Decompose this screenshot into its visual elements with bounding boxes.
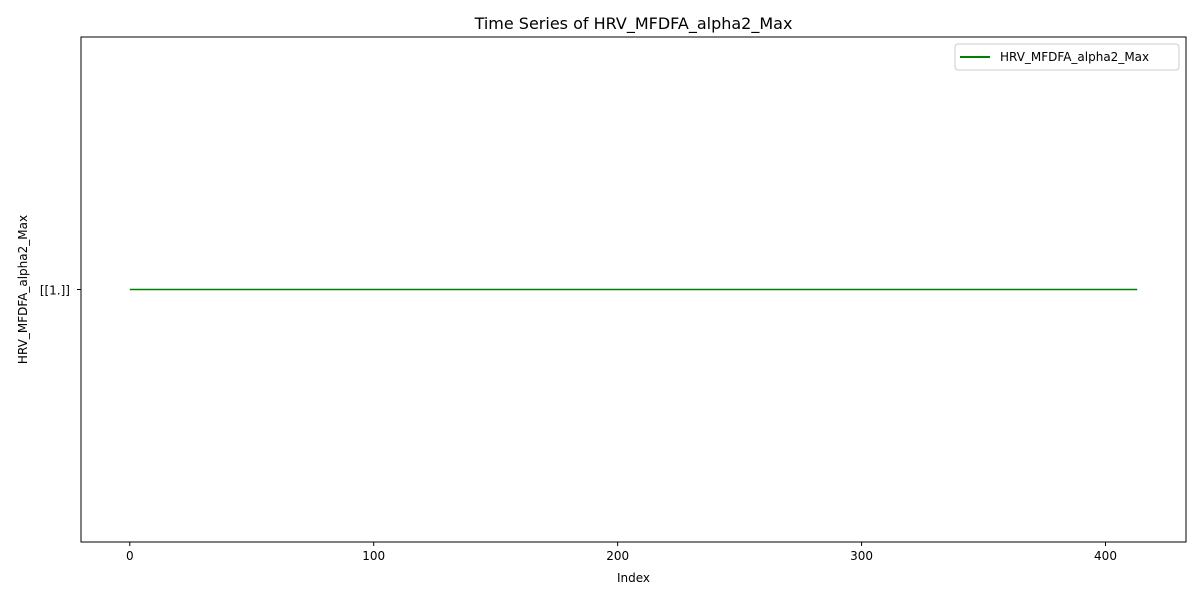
- legend-label: HRV_MFDFA_alpha2_Max: [1000, 50, 1149, 64]
- chart-title: Time Series of HRV_MFDFA_alpha2_Max: [474, 14, 793, 34]
- y-axis: [[1.]]: [40, 284, 81, 298]
- x-tick-label: 300: [850, 549, 873, 563]
- y-axis-label: HRV_MFDFA_alpha2_Max: [16, 215, 30, 364]
- legend-box: [954, 43, 1180, 71]
- x-tick-label: 0: [126, 549, 134, 563]
- x-axis: 0 100 200 300 400: [126, 542, 1117, 563]
- x-tick-label: 100: [362, 549, 385, 563]
- y-tick-label: [[1.]]: [40, 284, 70, 298]
- x-tick-label: 200: [606, 549, 629, 563]
- x-axis-label: Index: [617, 571, 650, 585]
- x-tick-label: 400: [1094, 549, 1117, 563]
- legend: HRV_MFDFA_alpha2_Max: [954, 43, 1180, 71]
